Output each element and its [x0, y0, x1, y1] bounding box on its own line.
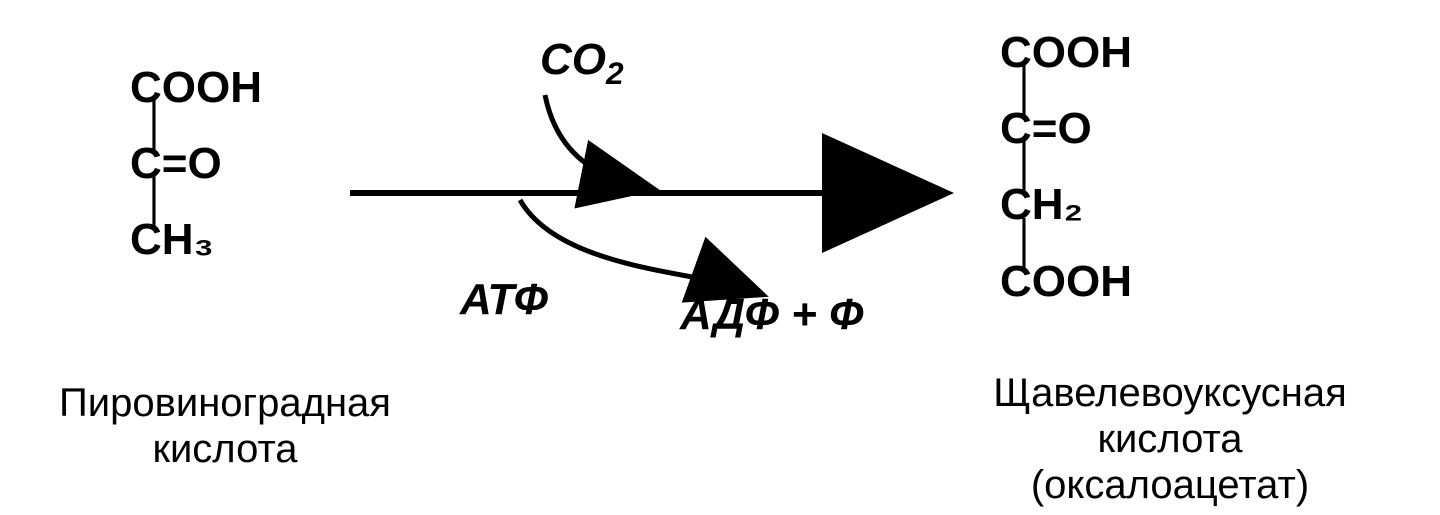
co2-text: CO2 [540, 35, 624, 84]
co2-curve [545, 95, 640, 186]
reaction-diagram: COOH │ C=O │ CH₃ COOH │ C=O │ CH₂ │ COOH [0, 0, 1440, 515]
substrate-name-line-1: Пировиноградная [30, 380, 420, 426]
adp-label: АДФ + Ф [680, 290, 863, 340]
co2-label: CO2 [540, 35, 624, 85]
product-name: Щавелевоуксусная кислота (оксалоацетат) [950, 370, 1390, 508]
substrate-name: Пировиноградная кислота [30, 380, 420, 472]
atp-curve [520, 200, 750, 290]
product-name-line-2: кислота [950, 416, 1390, 462]
substrate-name-line-2: кислота [30, 426, 420, 472]
product-name-line-1: Щавелевоуксусная [950, 370, 1390, 416]
atp-label: АТФ [460, 275, 548, 325]
product-name-line-3: (оксалоацетат) [950, 462, 1390, 508]
